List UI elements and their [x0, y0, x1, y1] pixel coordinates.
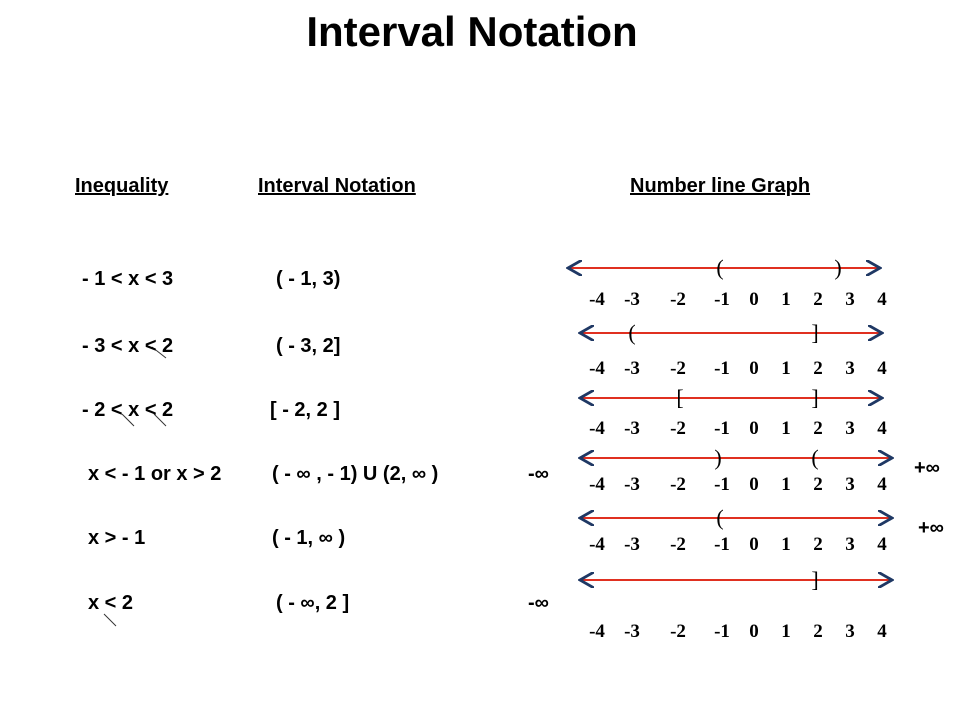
inequality: - 3 < x < 2	[82, 335, 173, 357]
tick-label: 2	[813, 418, 823, 439]
tick-label: 3	[845, 358, 855, 379]
bracket: )	[834, 255, 841, 280]
interval-notation: [ - 2, 2 ]	[270, 399, 340, 421]
tick-label: 4	[877, 289, 887, 310]
tick-label: 0	[749, 534, 759, 555]
tick-label: 0	[749, 289, 759, 310]
tick-label: -2	[670, 621, 686, 642]
tick-label: -3	[624, 358, 640, 379]
tick-label: 3	[845, 534, 855, 555]
tick-label: 2	[813, 474, 823, 495]
tick-label: 3	[845, 418, 855, 439]
tick-label: -1	[714, 474, 730, 495]
tick-label: -2	[670, 534, 686, 555]
tick-label: -1	[714, 289, 730, 310]
tick-label: -3	[624, 418, 640, 439]
interval-notation: ( - 1, ∞ )	[272, 527, 345, 549]
tick-label: -1	[714, 621, 730, 642]
interval-notation: ( - 3, 2]	[276, 335, 340, 357]
tick-label: 2	[813, 621, 823, 642]
bracket: (	[716, 505, 723, 530]
tick-label: 4	[877, 418, 887, 439]
tick-label: -1	[714, 534, 730, 555]
infinity-label: -∞	[528, 463, 549, 485]
tick-label: 4	[877, 534, 887, 555]
tick-label: 3	[845, 621, 855, 642]
infinity-label: +∞	[914, 457, 940, 479]
bracket: )	[714, 445, 721, 470]
bracket: (	[628, 320, 635, 345]
inequality: x < 2	[88, 592, 133, 614]
tick-label: -1	[714, 358, 730, 379]
tick-label: 1	[781, 474, 791, 495]
header: Number line Graph	[630, 175, 810, 197]
inequality-underlines	[103, 346, 167, 627]
tick-label: -2	[670, 418, 686, 439]
tick-label: 4	[877, 621, 887, 642]
bracket: (	[811, 445, 818, 470]
tick-label: 2	[813, 358, 823, 379]
tick-label: -4	[589, 621, 605, 642]
tick-label: 4	[877, 358, 887, 379]
tick-label: 0	[749, 418, 759, 439]
tick-label: -3	[624, 474, 640, 495]
infinity-label: -∞	[528, 592, 549, 614]
tick-label: 0	[749, 621, 759, 642]
infinity-label: +∞	[918, 517, 944, 539]
tick-label: 2	[813, 289, 823, 310]
bracket: ]	[811, 567, 818, 592]
tick-label: -3	[624, 289, 640, 310]
bracket: ]	[811, 385, 818, 410]
tick-label: -3	[624, 621, 640, 642]
bracket: [	[676, 385, 683, 410]
tick-label: 3	[845, 289, 855, 310]
interval-notation: ( - ∞ , - 1) U (2, ∞ )	[272, 463, 438, 485]
tick-label: 1	[781, 534, 791, 555]
tick-label: -4	[589, 418, 605, 439]
inequality: - 2 < x < 2	[82, 399, 173, 421]
tick-label: 1	[781, 358, 791, 379]
tick-label: 2	[813, 534, 823, 555]
tick-label: 1	[781, 418, 791, 439]
bracket: (	[716, 255, 723, 280]
tick-label: 1	[781, 621, 791, 642]
tick-label: -1	[714, 418, 730, 439]
tick-label: 1	[781, 289, 791, 310]
interval-notation: ( - 1, 3)	[276, 268, 340, 290]
tick-label: -4	[589, 474, 605, 495]
title: Interval Notation	[306, 8, 637, 55]
tick-label: 0	[749, 358, 759, 379]
tick-label: -2	[670, 358, 686, 379]
inequality: x < - 1 or x > 2	[88, 463, 221, 485]
header: Interval Notation	[258, 175, 416, 197]
tick-label: 4	[877, 474, 887, 495]
interval-notation: ( - ∞, 2 ]	[276, 592, 349, 614]
tick-label: -4	[589, 534, 605, 555]
tick-label: -2	[670, 474, 686, 495]
tick-label: -4	[589, 289, 605, 310]
tick-label: -4	[589, 358, 605, 379]
tick-label: 3	[845, 474, 855, 495]
bracket: ]	[811, 320, 818, 345]
inequality: - 1 < x < 3	[82, 268, 173, 290]
tick-label: 0	[749, 474, 759, 495]
tick-label: -2	[670, 289, 686, 310]
header: Inequality	[75, 175, 169, 197]
inequality: x > - 1	[88, 527, 145, 549]
tick-label: -3	[624, 534, 640, 555]
